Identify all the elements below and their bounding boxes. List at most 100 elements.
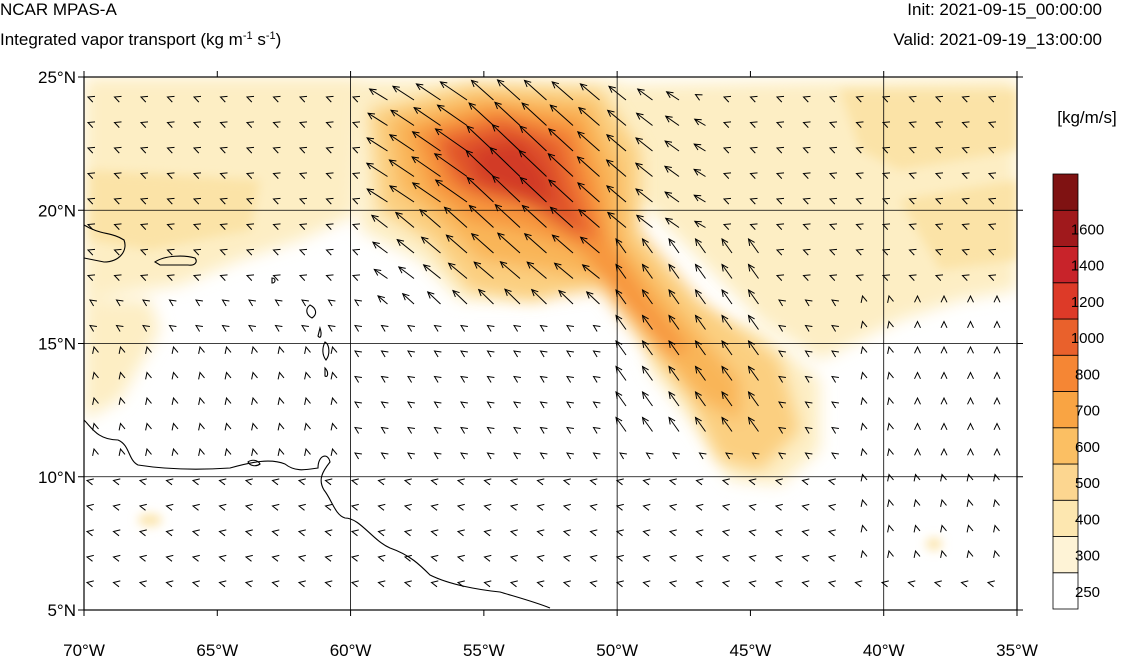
ivt-vector (447, 262, 468, 279)
ivt-vector (887, 396, 894, 405)
ivt-vector (330, 447, 338, 456)
ivt-vector (668, 263, 680, 279)
ivt-vector (224, 371, 232, 380)
ivt-vector (325, 197, 334, 205)
ivt-vector (914, 371, 921, 380)
ivt-vector (536, 554, 545, 562)
ivt-vector (271, 529, 280, 537)
ivt-vector (224, 396, 232, 405)
ivt-vector (579, 83, 600, 101)
ivt-vector (460, 375, 468, 383)
ivt-vector (775, 121, 785, 128)
ivt-vector (368, 88, 388, 101)
lat-tick-label: 15°N (38, 335, 76, 354)
coastline (84, 224, 551, 609)
ivt-vector (139, 248, 149, 256)
ivt-vector (456, 554, 465, 562)
ivt-vector (118, 447, 126, 456)
lon-tick-label: 35°W (996, 641, 1038, 659)
ivt-vector (86, 172, 96, 179)
ivt-vector (466, 176, 494, 203)
ivt-vector (881, 172, 891, 179)
ivt-vector (615, 340, 627, 356)
ivt-vector (642, 554, 651, 562)
ivt-vector (351, 248, 361, 256)
ivt-vector (218, 478, 227, 486)
ivt-vector (139, 95, 149, 103)
ivt-vector (694, 289, 706, 305)
ivt-vector (668, 365, 680, 381)
ivt-vector (828, 95, 838, 103)
ivt-vector (224, 447, 232, 456)
ivt-vector (578, 209, 600, 228)
ivt-vector (483, 503, 492, 511)
ivt-vector (377, 554, 386, 562)
ivt-vector (219, 197, 228, 205)
ivt-vector (354, 375, 362, 383)
ivt-vector (804, 452, 813, 460)
ivt-vector (566, 350, 574, 358)
ivt-vector (420, 236, 441, 254)
ivt-vector (827, 529, 836, 537)
ivt-vector (277, 345, 285, 354)
ivt-vector (993, 320, 1001, 329)
ivt-vector (615, 391, 627, 407)
ivt-vector (641, 289, 653, 305)
ivt-vector (855, 223, 864, 230)
ivt-vector (695, 503, 704, 511)
ivt-vector (642, 503, 651, 511)
ivt-vector (549, 104, 574, 126)
ivt-vector (298, 274, 308, 281)
ivt-vector (245, 248, 255, 256)
ivt-vector (298, 223, 308, 230)
colorbar-label: 500 (1075, 475, 1100, 492)
ivt-vector (747, 365, 759, 381)
ivt-vector (396, 238, 415, 254)
ivt-vector (192, 172, 202, 179)
ivt-vector (694, 416, 706, 432)
ivt-vector (191, 503, 200, 511)
ivt-vector (940, 473, 947, 482)
ivt-vector (721, 554, 730, 562)
ivt-vector (855, 274, 864, 281)
ivt-vector (987, 172, 997, 179)
ivt-vector (802, 121, 811, 128)
ivt-vector (271, 554, 280, 562)
ivt-vector (934, 248, 944, 256)
ivt-vector (606, 211, 627, 228)
ivt-vector (802, 248, 811, 256)
ivt-vector (961, 197, 970, 205)
ivt-vector (191, 478, 200, 486)
ivt-vector (619, 452, 627, 460)
ivt-vector (668, 580, 677, 588)
ivt-vector (330, 422, 338, 431)
ivt-vector (191, 580, 200, 588)
ivt-vector (634, 162, 653, 177)
ivt-vector (539, 452, 548, 460)
ivt-vector (118, 396, 126, 405)
ivt-vector (272, 274, 281, 281)
ivt-vector (592, 401, 601, 409)
ivt-vector (86, 248, 96, 256)
ivt-vector (394, 211, 415, 228)
colorbar-label: 700 (1075, 403, 1100, 420)
ivt-vector (987, 223, 997, 230)
ivt-vector (324, 580, 333, 588)
ivt-vector (195, 299, 203, 307)
ivt-vector (914, 320, 921, 329)
ivt-vector (274, 299, 283, 307)
colorbar-swatch (1052, 463, 1079, 501)
ivt-vector (350, 529, 359, 537)
ivt-vector (304, 396, 311, 405)
ivt-vector (641, 263, 653, 279)
ivt-vector (672, 452, 680, 460)
ivt-vector (219, 248, 228, 256)
ivt-vector (914, 447, 921, 456)
ivt-vector (324, 554, 333, 562)
ivt-vector (747, 416, 759, 432)
ivt-vector (695, 529, 704, 537)
lat-tick-label: 5°N (47, 601, 76, 620)
ivt-vector (434, 128, 468, 152)
colorbar-swatch (1052, 282, 1079, 320)
ivt-vector (566, 452, 574, 460)
